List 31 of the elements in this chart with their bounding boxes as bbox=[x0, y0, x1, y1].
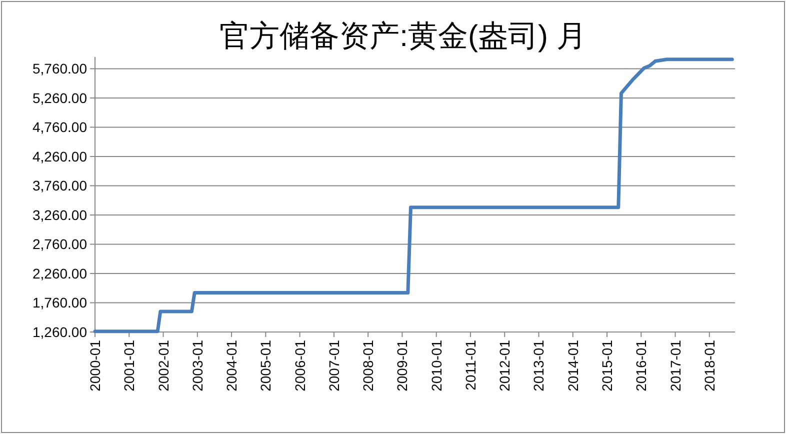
x-tick-label: 2006-01 bbox=[292, 340, 308, 392]
x-tick-label: 2000-01 bbox=[87, 340, 103, 392]
x-tick-label: 2008-01 bbox=[360, 340, 376, 392]
y-tick-label: 1,260.00 bbox=[32, 324, 88, 340]
x-tick-label: 2012-01 bbox=[496, 340, 513, 392]
x-tick-label: 2007-01 bbox=[326, 340, 342, 392]
x-tick-label: 2002-01 bbox=[155, 340, 172, 392]
x-tick-label: 2004-01 bbox=[224, 340, 240, 392]
y-tick-label: 5,760.00 bbox=[32, 60, 88, 77]
y-tick-label: 1,760.00 bbox=[32, 294, 88, 311]
x-tick-label: 2001-01 bbox=[121, 340, 138, 392]
x-tick-label: 2015-01 bbox=[599, 340, 615, 392]
x-tick-label: 2013-01 bbox=[530, 340, 547, 392]
x-tick-label: 2005-01 bbox=[258, 340, 274, 392]
x-tick-label: 2016-01 bbox=[633, 340, 650, 392]
x-tick-label: 2011-01 bbox=[462, 340, 478, 390]
x-tick-label: 2017-01 bbox=[667, 340, 684, 392]
chart-title: 官方储备资产:黄金(盎司) 月 bbox=[220, 20, 586, 53]
y-tick-label: 2,260.00 bbox=[32, 265, 88, 282]
y-tick-label: 3,260.00 bbox=[32, 206, 88, 223]
y-tick-label: 4,260.00 bbox=[32, 148, 88, 164]
line-series bbox=[93, 58, 734, 334]
x-tick-label: 2018-01 bbox=[701, 340, 718, 392]
x-tick-label: 2009-01 bbox=[394, 340, 410, 392]
x-tick-label: 2003-01 bbox=[189, 340, 206, 392]
y-tick-label: 5,260.00 bbox=[32, 90, 88, 106]
x-tick-label: 2010-01 bbox=[428, 340, 444, 392]
y-tick-label: 4,760.00 bbox=[32, 119, 88, 136]
y-tick-label: 3,760.00 bbox=[32, 178, 88, 194]
x-tick-label: 2014-01 bbox=[564, 340, 581, 392]
y-tick-label: 2,760.00 bbox=[32, 236, 88, 252]
